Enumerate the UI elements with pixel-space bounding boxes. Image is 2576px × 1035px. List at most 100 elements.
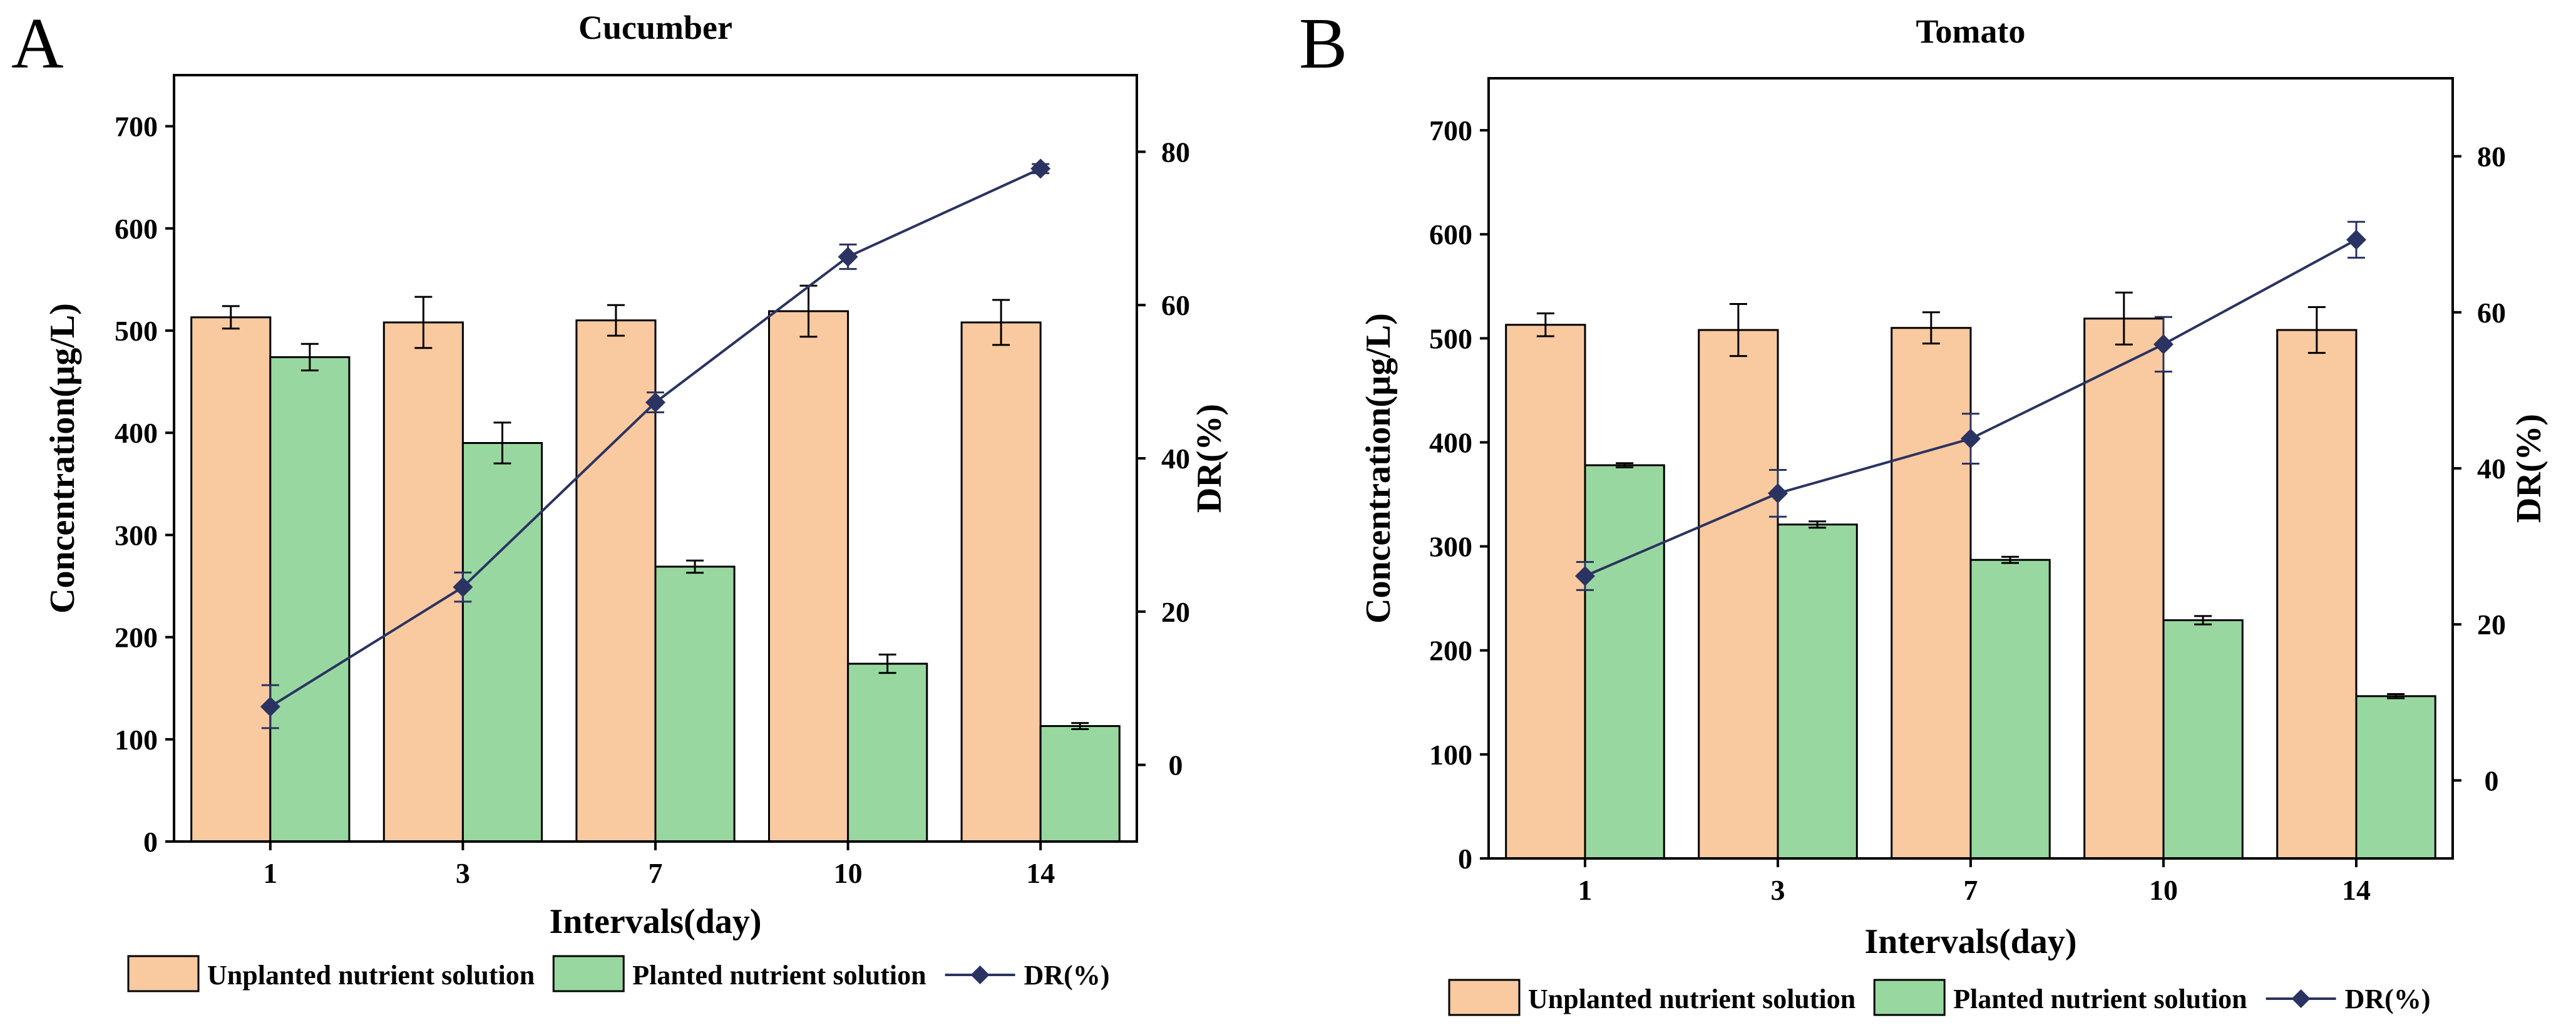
x-axis-title: Intervals(day) bbox=[549, 902, 761, 941]
error-bar bbox=[2307, 306, 2326, 354]
legend: Unplanted nutrient solution Planted nutri… bbox=[127, 955, 1109, 992]
y-tick-label: 200 bbox=[1429, 635, 1472, 667]
y2-tick-label: 0 bbox=[2485, 765, 2499, 796]
legend-label: Unplanted nutrient solution bbox=[1528, 984, 1855, 1014]
bar-planted-14 bbox=[1039, 725, 1121, 843]
error-bar bbox=[1536, 312, 1554, 337]
y2-tick-label: 60 bbox=[2477, 297, 2506, 329]
error-bar bbox=[2001, 555, 2019, 564]
y2-tick-label: 40 bbox=[2477, 453, 2506, 485]
error-bar bbox=[992, 299, 1010, 346]
error-bar bbox=[300, 342, 319, 372]
legend-item: Unplanted nutrient solution bbox=[1448, 979, 1855, 1016]
y-axis-title: Concentration(µg/L) bbox=[43, 303, 82, 614]
bar-planted-1 bbox=[1584, 464, 1665, 860]
dr-point-10 bbox=[838, 247, 858, 267]
legend-item: Planted nutrient solution bbox=[1873, 979, 2247, 1016]
y2-tick-label: 60 bbox=[1161, 289, 1190, 321]
y-axis-title: Concentration(µg/L) bbox=[1359, 313, 1398, 624]
y-tick-label: 600 bbox=[115, 213, 158, 245]
y2-tick-label: 20 bbox=[1161, 596, 1190, 628]
bar-planted-10 bbox=[2162, 619, 2244, 860]
x-tick-label: 14 bbox=[2342, 874, 2371, 906]
bar-planted-14 bbox=[2355, 695, 2436, 860]
dr-point-7 bbox=[645, 392, 665, 413]
error-bar bbox=[1616, 462, 1634, 468]
x-tick-label: 1 bbox=[1578, 874, 1593, 906]
legend-item: DR(%) bbox=[945, 960, 1109, 991]
legend-diamond bbox=[2291, 989, 2311, 1008]
x-tick-label: 10 bbox=[834, 857, 863, 889]
error-bar bbox=[607, 304, 625, 337]
legend: Unplanted nutrient solution Planted nutri… bbox=[1448, 979, 2431, 1016]
panel-letter: B bbox=[1299, 4, 1347, 84]
y-tick-label: 300 bbox=[1429, 531, 1472, 563]
bar-planted-3 bbox=[1777, 523, 1858, 860]
y2-tick-label: 80 bbox=[2477, 141, 2506, 173]
legend-swatch bbox=[1448, 979, 1521, 1016]
x-axis-title: Intervals(day) bbox=[1864, 922, 2076, 961]
legend-item: Planted nutrient solution bbox=[552, 955, 926, 992]
legend-item: DR(%) bbox=[2266, 984, 2431, 1014]
error-bar bbox=[2194, 615, 2212, 626]
y2-tick-label: 80 bbox=[1161, 136, 1190, 168]
error-bar bbox=[686, 559, 704, 574]
legend-label: Planted nutrient solution bbox=[1953, 984, 2247, 1014]
y-tick-label: 500 bbox=[1429, 322, 1472, 354]
y2-tick-label: 40 bbox=[1161, 443, 1190, 475]
y-tick-label: 700 bbox=[115, 111, 158, 143]
bar-planted-3 bbox=[461, 442, 543, 843]
x-tick-label: 7 bbox=[649, 857, 663, 889]
x-tick-label: 7 bbox=[1964, 874, 1978, 906]
bar-unplanted-3 bbox=[382, 321, 464, 843]
x-tick-label: 3 bbox=[456, 857, 470, 889]
y-tick-label: 400 bbox=[1429, 426, 1472, 458]
dr-point-14 bbox=[1030, 158, 1051, 179]
chart-panel-b: B Tomato 0 100 200 300 400 500 600 700 0 20 40 60 80 1 3… bbox=[1299, 4, 2548, 1016]
bar-unplanted-1 bbox=[1505, 324, 1586, 860]
legend-swatch bbox=[552, 955, 625, 992]
y2-axis-title: DR(%) bbox=[1190, 404, 1229, 513]
error-bar bbox=[493, 421, 511, 465]
legend-swatch bbox=[1873, 979, 1946, 1016]
error-bar bbox=[878, 653, 896, 674]
dr-point-14 bbox=[2346, 229, 2366, 250]
error-bar bbox=[1809, 520, 1827, 529]
legend-label: Unplanted nutrient solution bbox=[207, 960, 535, 991]
x-tick-label: 14 bbox=[1026, 857, 1055, 889]
y-tick-label: 100 bbox=[1429, 739, 1472, 771]
y2-tick-label: 0 bbox=[1169, 749, 1183, 781]
dr-point-1 bbox=[1575, 565, 1595, 586]
dr-point-3 bbox=[1768, 483, 1788, 503]
dr-point-3 bbox=[453, 577, 473, 597]
y-tick-label: 500 bbox=[115, 315, 158, 347]
chart-title: Tomato bbox=[1916, 13, 2025, 50]
y-tick-label: 600 bbox=[1429, 219, 1472, 250]
chart-panel-a: A Cucumber 0 100 200 300 400 500 600 700 0 20 40 60 80… bbox=[11, 4, 1229, 992]
x-tick-label: 1 bbox=[263, 857, 277, 889]
bar-unplanted-10 bbox=[767, 310, 849, 843]
y-tick-label: 0 bbox=[1458, 843, 1472, 875]
error-bar bbox=[2115, 291, 2133, 346]
y-tick-label: 200 bbox=[115, 622, 158, 654]
dr-point-10 bbox=[2153, 334, 2173, 354]
panel-letter: A bbox=[11, 4, 64, 84]
x-tick-label: 3 bbox=[1771, 874, 1785, 906]
bar-unplanted-14 bbox=[2276, 329, 2358, 860]
y-tick-label: 400 bbox=[115, 417, 158, 449]
chart-title: Cucumber bbox=[578, 9, 732, 46]
dr-point-1 bbox=[260, 696, 280, 717]
bar-unplanted-7 bbox=[575, 319, 657, 843]
y2-axis-title: DR(%) bbox=[2510, 414, 2548, 523]
error-bar bbox=[1729, 303, 1747, 358]
y2-tick-label: 20 bbox=[2477, 609, 2506, 641]
legend-label: DR(%) bbox=[2345, 984, 2431, 1014]
bar-planted-1 bbox=[269, 356, 351, 843]
y-tick-label: 300 bbox=[115, 519, 158, 551]
y-tick-label: 700 bbox=[1429, 115, 1472, 147]
legend-item: Unplanted nutrient solution bbox=[127, 955, 535, 992]
bar-unplanted-10 bbox=[2083, 317, 2165, 860]
bar-unplanted-14 bbox=[960, 321, 1042, 843]
error-bar bbox=[414, 296, 433, 349]
